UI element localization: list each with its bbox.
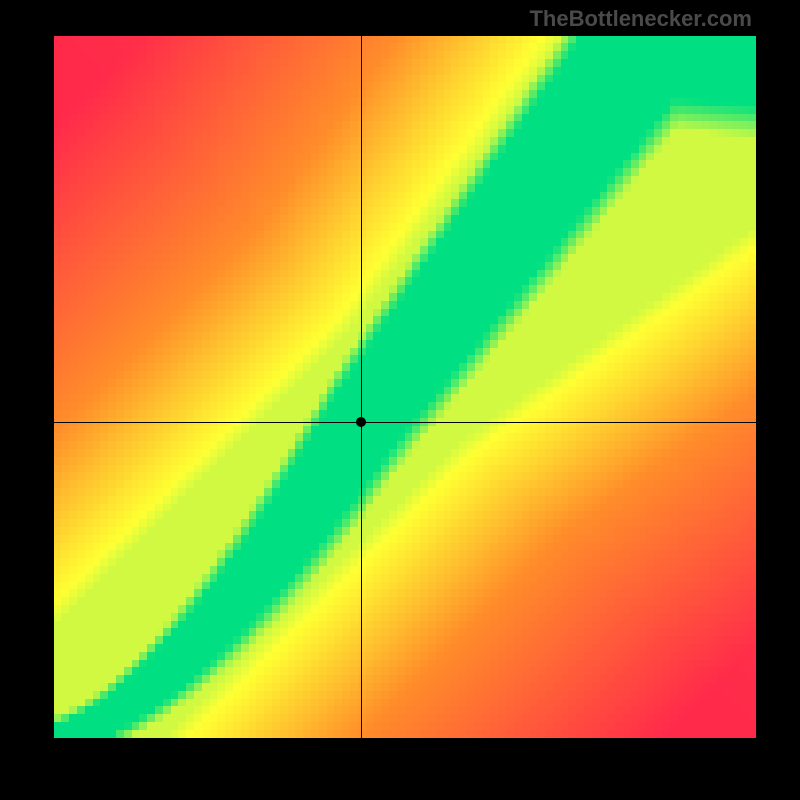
- crosshair-marker-dot: [356, 417, 366, 427]
- bottleneck-heatmap: [54, 36, 756, 738]
- heatmap-plot-area: [54, 36, 756, 738]
- crosshair-vertical: [361, 36, 362, 738]
- watermark-text: TheBottlenecker.com: [529, 6, 752, 32]
- crosshair-horizontal: [54, 422, 756, 423]
- chart-container: TheBottlenecker.com: [0, 0, 800, 800]
